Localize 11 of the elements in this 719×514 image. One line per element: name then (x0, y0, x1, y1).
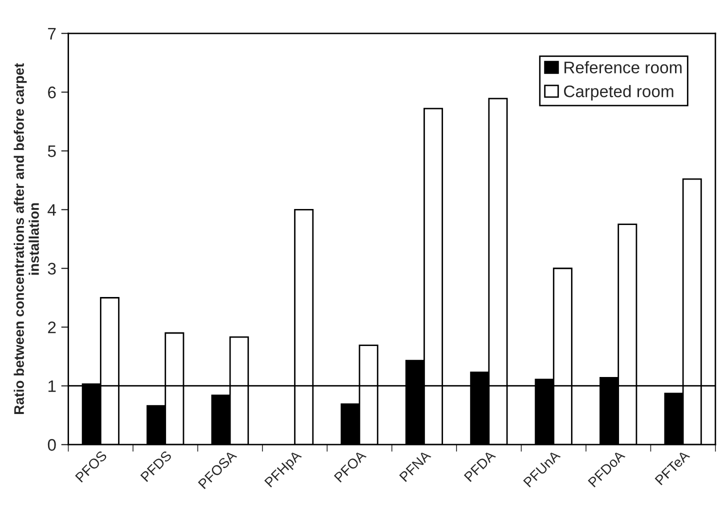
y-tick-label: 0 (48, 439, 56, 451)
y-tick-label: 1 (48, 380, 56, 392)
y-tick-label: 5 (48, 145, 56, 158)
y-tick-label: 3 (48, 262, 56, 275)
y-tick-label: 7 (48, 28, 56, 40)
y-axis-title: Ratio between concentrations after and before carpet installation (14, 63, 39, 414)
y-tick-label: 2 (48, 322, 56, 334)
y-tick-label: 6 (48, 86, 56, 98)
legend-label: Reference room (564, 61, 682, 74)
y-tick-label: 4 (48, 204, 56, 216)
legend-label: Carpeted room (564, 85, 674, 101)
